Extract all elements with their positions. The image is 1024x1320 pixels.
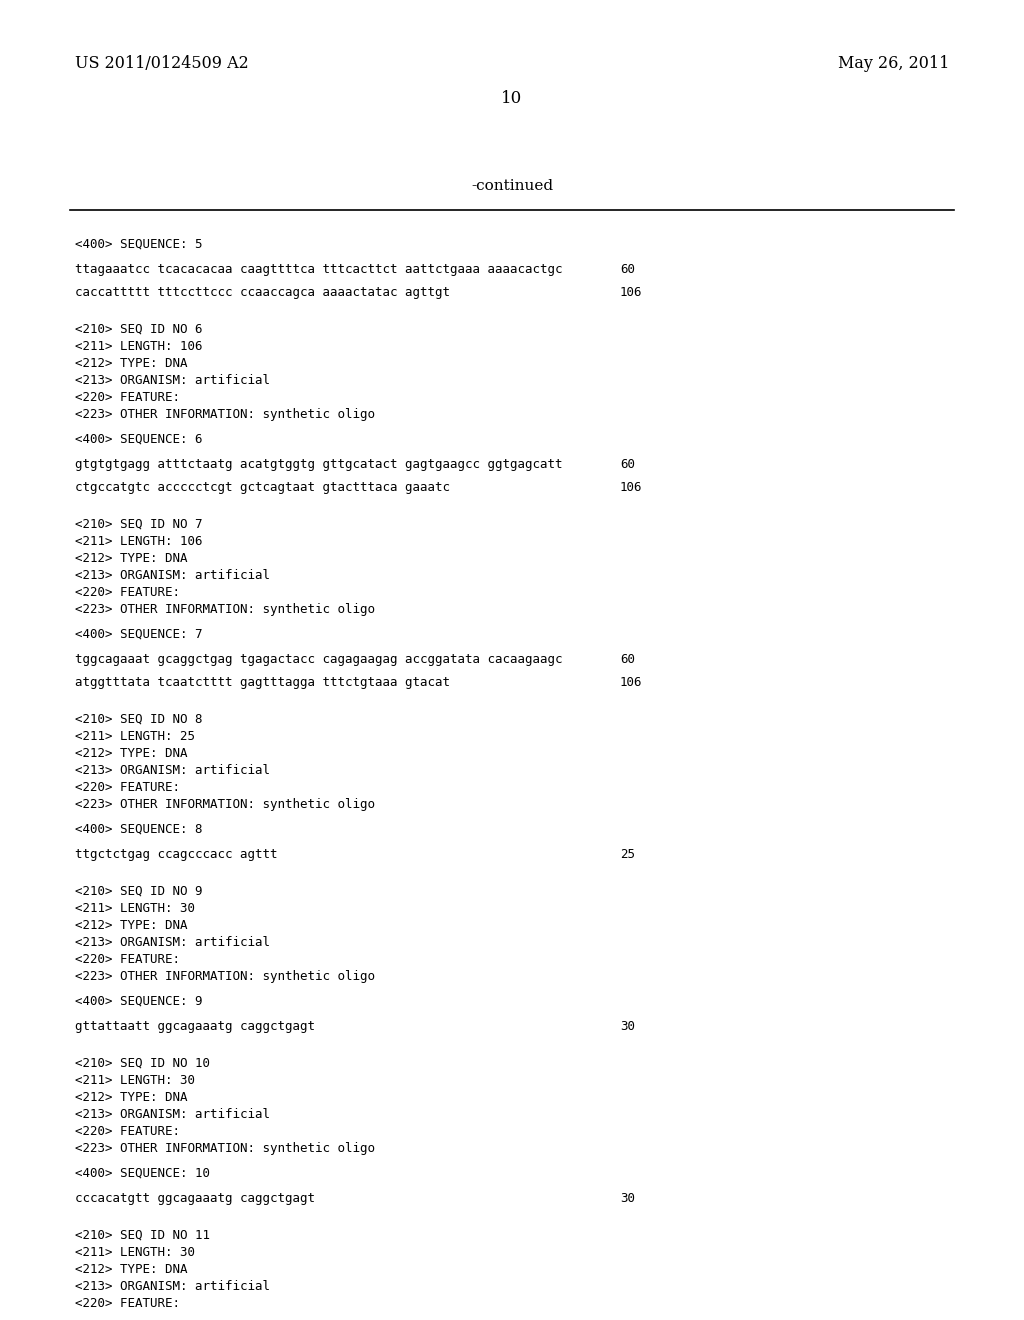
- Text: 30: 30: [620, 1020, 635, 1034]
- Text: cccacatgtt ggcagaaatg caggctgagt: cccacatgtt ggcagaaatg caggctgagt: [75, 1192, 315, 1205]
- Text: <211> LENGTH: 30: <211> LENGTH: 30: [75, 1074, 195, 1086]
- Text: <211> LENGTH: 106: <211> LENGTH: 106: [75, 535, 203, 548]
- Text: 30: 30: [620, 1192, 635, 1205]
- Text: <210> SEQ ID NO 7: <210> SEQ ID NO 7: [75, 517, 203, 531]
- Text: <223> OTHER INFORMATION: synthetic oligo: <223> OTHER INFORMATION: synthetic oligo: [75, 970, 375, 983]
- Text: <400> SEQUENCE: 8: <400> SEQUENCE: 8: [75, 822, 203, 836]
- Text: <220> FEATURE:: <220> FEATURE:: [75, 1125, 180, 1138]
- Text: <212> TYPE: DNA: <212> TYPE: DNA: [75, 1092, 187, 1104]
- Text: <220> FEATURE:: <220> FEATURE:: [75, 781, 180, 795]
- Text: <212> TYPE: DNA: <212> TYPE: DNA: [75, 552, 187, 565]
- Text: <220> FEATURE:: <220> FEATURE:: [75, 953, 180, 966]
- Text: 60: 60: [620, 458, 635, 471]
- Text: <400> SEQUENCE: 6: <400> SEQUENCE: 6: [75, 433, 203, 446]
- Text: <211> LENGTH: 25: <211> LENGTH: 25: [75, 730, 195, 743]
- Text: <210> SEQ ID NO 10: <210> SEQ ID NO 10: [75, 1057, 210, 1071]
- Text: <210> SEQ ID NO 6: <210> SEQ ID NO 6: [75, 323, 203, 337]
- Text: <213> ORGANISM: artificial: <213> ORGANISM: artificial: [75, 1280, 270, 1294]
- Text: tggcagaaat gcaggctgag tgagactacc cagagaagag accggatata cacaagaagc: tggcagaaat gcaggctgag tgagactacc cagagaa…: [75, 653, 562, 667]
- Text: atggtttata tcaatctttt gagtttagga tttctgtaaa gtacat: atggtttata tcaatctttt gagtttagga tttctgt…: [75, 676, 450, 689]
- Text: ttgctctgag ccagcccacc agttt: ttgctctgag ccagcccacc agttt: [75, 847, 278, 861]
- Text: <211> LENGTH: 30: <211> LENGTH: 30: [75, 1246, 195, 1259]
- Text: <400> SEQUENCE: 7: <400> SEQUENCE: 7: [75, 628, 203, 642]
- Text: <212> TYPE: DNA: <212> TYPE: DNA: [75, 1263, 187, 1276]
- Text: <213> ORGANISM: artificial: <213> ORGANISM: artificial: [75, 764, 270, 777]
- Text: <211> LENGTH: 30: <211> LENGTH: 30: [75, 902, 195, 915]
- Text: gttattaatt ggcagaaatg caggctgagt: gttattaatt ggcagaaatg caggctgagt: [75, 1020, 315, 1034]
- Text: <210> SEQ ID NO 9: <210> SEQ ID NO 9: [75, 884, 203, 898]
- Text: May 26, 2011: May 26, 2011: [838, 55, 949, 73]
- Text: <400> SEQUENCE: 9: <400> SEQUENCE: 9: [75, 995, 203, 1008]
- Text: 60: 60: [620, 263, 635, 276]
- Text: gtgtgtgagg atttctaatg acatgtggtg gttgcatact gagtgaagcc ggtgagcatt: gtgtgtgagg atttctaatg acatgtggtg gttgcat…: [75, 458, 562, 471]
- Text: <400> SEQUENCE: 10: <400> SEQUENCE: 10: [75, 1167, 210, 1180]
- Text: <220> FEATURE:: <220> FEATURE:: [75, 391, 180, 404]
- Text: <220> FEATURE:: <220> FEATURE:: [75, 586, 180, 599]
- Text: <212> TYPE: DNA: <212> TYPE: DNA: [75, 919, 187, 932]
- Text: <210> SEQ ID NO 11: <210> SEQ ID NO 11: [75, 1229, 210, 1242]
- Text: <223> OTHER INFORMATION: synthetic oligo: <223> OTHER INFORMATION: synthetic oligo: [75, 603, 375, 616]
- Text: 60: 60: [620, 653, 635, 667]
- Text: <210> SEQ ID NO 8: <210> SEQ ID NO 8: [75, 713, 203, 726]
- Text: <212> TYPE: DNA: <212> TYPE: DNA: [75, 747, 187, 760]
- Text: 10: 10: [502, 90, 522, 107]
- Text: <400> SEQUENCE: 5: <400> SEQUENCE: 5: [75, 238, 203, 251]
- Text: <213> ORGANISM: artificial: <213> ORGANISM: artificial: [75, 569, 270, 582]
- Text: US 2011/0124509 A2: US 2011/0124509 A2: [75, 55, 249, 73]
- Text: <220> FEATURE:: <220> FEATURE:: [75, 1298, 180, 1309]
- Text: 106: 106: [620, 480, 642, 494]
- Text: <213> ORGANISM: artificial: <213> ORGANISM: artificial: [75, 1107, 270, 1121]
- Text: 106: 106: [620, 676, 642, 689]
- Text: -continued: -continued: [471, 180, 553, 193]
- Text: <211> LENGTH: 106: <211> LENGTH: 106: [75, 341, 203, 352]
- Text: ctgccatgtc accccctcgt gctcagtaat gtactttaca gaaatc: ctgccatgtc accccctcgt gctcagtaat gtacttt…: [75, 480, 450, 494]
- Text: 106: 106: [620, 286, 642, 300]
- Text: 25: 25: [620, 847, 635, 861]
- Text: <213> ORGANISM: artificial: <213> ORGANISM: artificial: [75, 936, 270, 949]
- Text: <223> OTHER INFORMATION: synthetic oligo: <223> OTHER INFORMATION: synthetic oligo: [75, 799, 375, 810]
- Text: <212> TYPE: DNA: <212> TYPE: DNA: [75, 356, 187, 370]
- Text: <223> OTHER INFORMATION: synthetic oligo: <223> OTHER INFORMATION: synthetic oligo: [75, 1142, 375, 1155]
- Text: <223> OTHER INFORMATION: synthetic oligo: <223> OTHER INFORMATION: synthetic oligo: [75, 408, 375, 421]
- Text: caccattttt tttccttccc ccaaccagca aaaactatac agttgt: caccattttt tttccttccc ccaaccagca aaaacta…: [75, 286, 450, 300]
- Text: <213> ORGANISM: artificial: <213> ORGANISM: artificial: [75, 374, 270, 387]
- Text: ttagaaatcc tcacacacaa caagttttca tttcacttct aattctgaaa aaaacactgc: ttagaaatcc tcacacacaa caagttttca tttcact…: [75, 263, 562, 276]
